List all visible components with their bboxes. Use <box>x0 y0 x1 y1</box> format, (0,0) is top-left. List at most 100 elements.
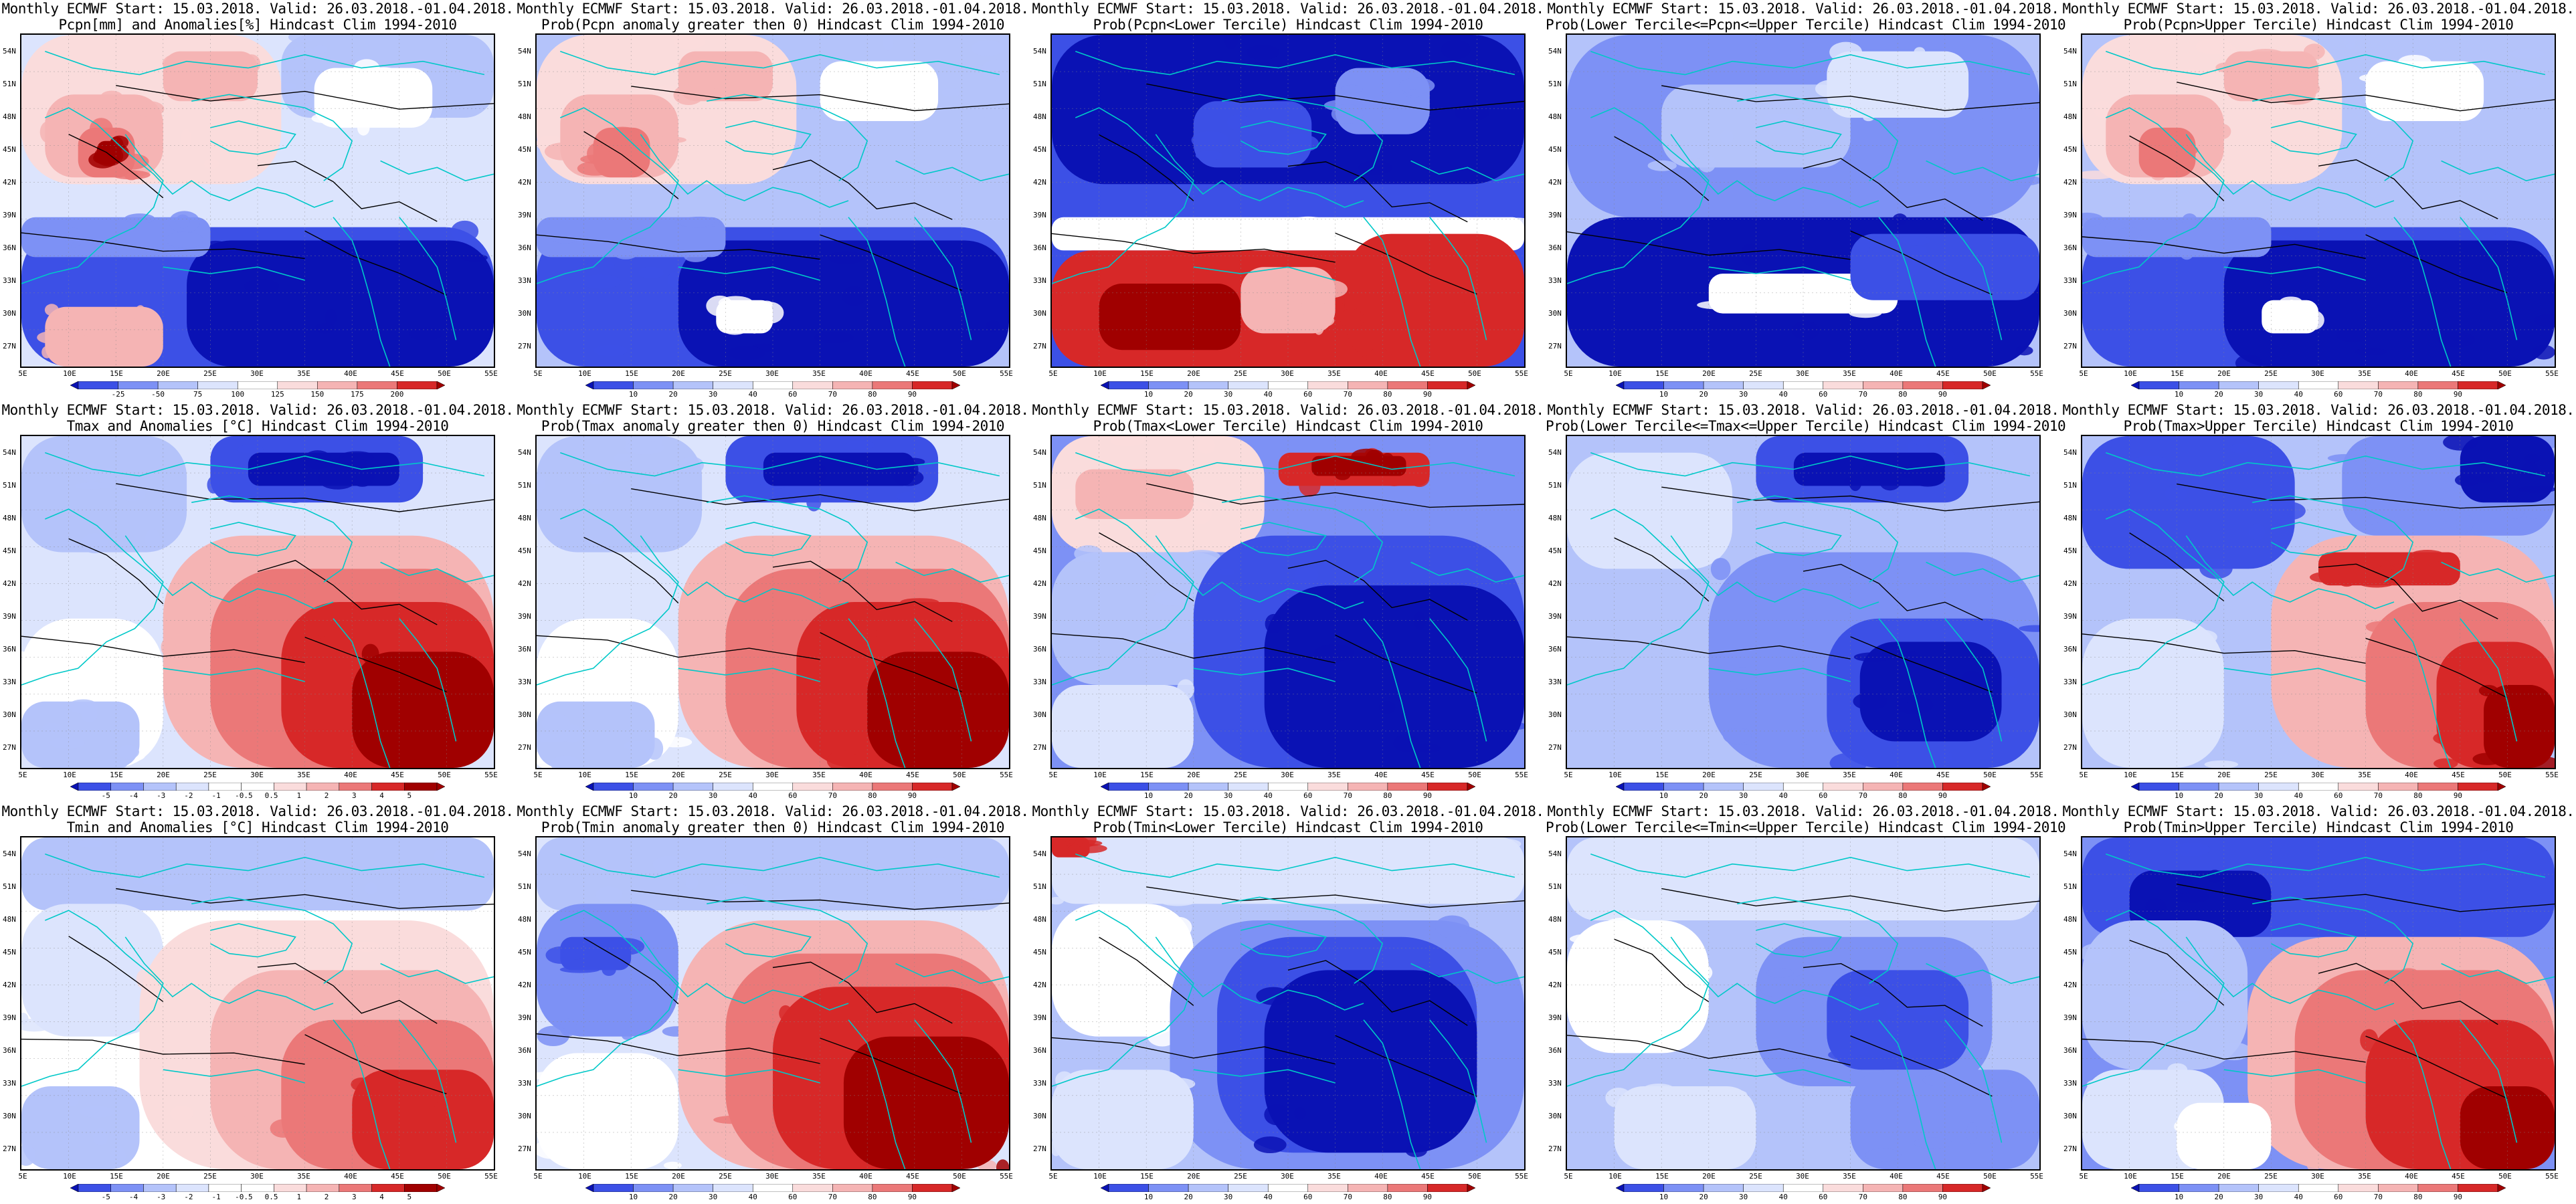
longitude-label: 55E <box>484 369 498 378</box>
forecast-map <box>2081 33 2556 368</box>
latitude-label: 33N <box>1548 1079 1562 1088</box>
longitude-label: 40E <box>1374 1172 1388 1181</box>
colorbar-label: 20 <box>1184 791 1193 800</box>
longitude-label: 30E <box>250 1172 264 1181</box>
longitude-label: 40E <box>2405 771 2418 779</box>
latitude-label: 30N <box>1548 1112 1562 1120</box>
longitude-label: 45E <box>906 369 919 378</box>
colorbar-label: 70 <box>2373 1193 2383 1201</box>
latitude-label: 27N <box>1033 342 1046 350</box>
longitude-label: 10E <box>63 1172 76 1181</box>
latitude-label: 54N <box>3 849 16 858</box>
panel-title-line2: Prob(Lower Tercile<=Tmax<=Upper Tercile)… <box>1546 418 2066 434</box>
colorbar-label: 20 <box>1184 1193 1193 1201</box>
latitude-label: 36N <box>3 243 16 252</box>
colorbar-label: 40 <box>1778 1193 1788 1201</box>
longitude-label: 50E <box>1468 369 1481 378</box>
longitude-label: 40E <box>859 1172 872 1181</box>
longitude-label: 55E <box>2030 1172 2043 1181</box>
colorbar-label: 70 <box>828 390 837 399</box>
forecast-map <box>20 435 495 769</box>
colorbar-label: 10 <box>2174 791 2184 800</box>
latitude-label: 54N <box>1548 47 1562 56</box>
latitude-label: 39N <box>518 612 531 621</box>
longitude-label: 20E <box>672 771 685 779</box>
panel-title-line2: Prob(Pcpn anomaly greater then 0) Hindca… <box>541 17 1005 33</box>
longitude-label: 55E <box>484 1172 498 1181</box>
latitude-label: 54N <box>1033 47 1046 56</box>
latitude-label: 48N <box>1548 112 1562 121</box>
latitude-label: 45N <box>1548 546 1562 555</box>
colorbar <box>585 783 960 791</box>
longitude-label: 15E <box>625 771 638 779</box>
longitude-label: 5E <box>2079 771 2088 779</box>
longitude-label: 30E <box>1281 1172 1294 1181</box>
colorbar-label: 0.5 <box>264 791 278 800</box>
longitude-label: 45E <box>2452 369 2465 378</box>
latitude-label: 42N <box>518 981 531 989</box>
latitude-label: 27N <box>518 1144 531 1153</box>
longitude-label: 25E <box>2264 771 2278 779</box>
latitude-label: 39N <box>1033 612 1046 621</box>
forecast-panel: Monthly ECMWF Start: 15.03.2018. Valid: … <box>1030 803 1546 1204</box>
colorbar-label: 60 <box>1819 1193 1828 1201</box>
colorbar-label: 80 <box>1383 791 1392 800</box>
panel-title-line1: Monthly ECMWF Start: 15.03.2018. Valid: … <box>1547 803 2059 819</box>
longitude-label: 40E <box>2405 1172 2418 1181</box>
longitude-label: 5E <box>533 771 543 779</box>
latitude-label: 45N <box>1033 546 1046 555</box>
latitude-label: 30N <box>3 1112 16 1120</box>
longitude-label: 55E <box>1000 369 1013 378</box>
latitude-label: 27N <box>3 743 16 752</box>
colorbar-label: 90 <box>2453 1193 2463 1201</box>
panel-title-line2: Prob(Tmin<Lower Tercile) Hindcast Clim 1… <box>1093 819 1483 835</box>
longitude-label: 15E <box>1655 1172 1669 1181</box>
latitude-label: 30N <box>518 710 531 719</box>
colorbar-label: 40 <box>2294 390 2303 399</box>
colorbar-label: 10 <box>2174 1193 2184 1201</box>
latitude-label: 54N <box>1033 448 1046 457</box>
colorbar <box>2131 783 2506 791</box>
longitude-label: 15E <box>1655 771 1669 779</box>
longitude-label: 35E <box>297 1172 310 1181</box>
latitude-label: 27N <box>1033 1144 1046 1153</box>
longitude-label: 5E <box>1564 369 1573 378</box>
longitude-label: 50E <box>1468 1172 1481 1181</box>
latitude-label: 36N <box>3 645 16 654</box>
longitude-label: 35E <box>297 771 310 779</box>
colorbar-label: 2 <box>324 1193 329 1201</box>
latitude-label: 39N <box>2063 211 2077 219</box>
longitude-label: 45E <box>1421 1172 1435 1181</box>
longitude-label: 10E <box>63 771 76 779</box>
latitude-label: 45N <box>518 948 531 957</box>
longitude-label: 10E <box>578 1172 591 1181</box>
colorbar <box>1616 1184 1991 1192</box>
latitude-label: 48N <box>1033 112 1046 121</box>
panel-title-line1: Monthly ECMWF Start: 15.03.2018. Valid: … <box>1032 803 1544 819</box>
longitude-label: 10E <box>578 369 591 378</box>
longitude-label: 30E <box>1796 369 1809 378</box>
latitude-label: 36N <box>1033 1046 1046 1055</box>
panel-title-line2: Tmin and Anomalies [°C] Hindcast Clim 19… <box>66 819 449 835</box>
forecast-panel: Monthly ECMWF Start: 15.03.2018. Valid: … <box>1030 0 1546 401</box>
latitude-label: 27N <box>2063 342 2077 350</box>
colorbar-label: 1 <box>296 791 302 800</box>
longitude-label: 20E <box>157 1172 170 1181</box>
colorbar <box>2131 381 2506 389</box>
panel-title-line1: Monthly ECMWF Start: 15.03.2018. Valid: … <box>1 402 514 418</box>
longitude-label: 50E <box>1983 1172 1997 1181</box>
latitude-label: 33N <box>518 276 531 285</box>
colorbar-label: 70 <box>828 1193 837 1201</box>
colorbar-label: 30 <box>1224 791 1233 800</box>
colorbar-label: 20 <box>668 791 678 800</box>
longitude-label: 35E <box>1327 369 1341 378</box>
latitude-label: 48N <box>2063 915 2077 924</box>
forecast-map <box>20 836 495 1171</box>
latitude-label: 42N <box>1548 579 1562 588</box>
forecast-map <box>1050 435 1526 769</box>
longitude-label: 45E <box>906 771 919 779</box>
colorbar-label: 40 <box>1263 791 1273 800</box>
latitude-label: 36N <box>1548 243 1562 252</box>
colorbar-label: 100 <box>231 390 245 399</box>
colorbar-label: 175 <box>350 390 364 399</box>
